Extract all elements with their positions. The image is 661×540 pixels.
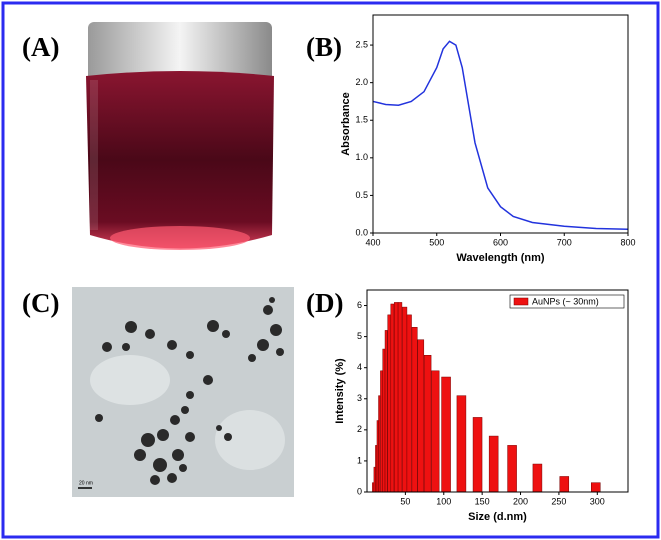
bar: [384, 330, 388, 493]
x-tick-label: 700: [557, 237, 572, 247]
line: [372, 40, 629, 230]
bar: [380, 370, 383, 493]
bar: [394, 302, 399, 493]
x-tick-label: 150: [475, 496, 490, 506]
bar: [406, 314, 412, 493]
panel-label: (D): [306, 288, 343, 318]
y-axis-title: Absorbance: [340, 92, 352, 156]
legend-swatch: [513, 297, 529, 306]
y-tick-label: 2: [357, 424, 362, 434]
x-tick-label: 100: [436, 496, 451, 506]
panel-label: (A): [22, 32, 59, 62]
legend-label: AuNPs (~ 30nm): [532, 296, 599, 306]
y-tick-label: 1: [357, 455, 362, 465]
bar: [402, 306, 408, 493]
y-tick-label: 6: [357, 300, 362, 310]
bar: [591, 482, 601, 493]
y-tick-label: 4: [357, 362, 362, 372]
legend-box: [509, 294, 625, 309]
bar: [390, 303, 395, 493]
bar: [417, 339, 425, 493]
x-tick-label: 600: [493, 237, 508, 247]
tem-image: 20 nm: [72, 287, 294, 497]
bar: [378, 395, 381, 493]
bar: [488, 435, 499, 493]
plot-frame: [366, 289, 629, 493]
x-tick-label: 200: [513, 496, 528, 506]
bar: [532, 463, 543, 493]
bar: [472, 417, 483, 493]
y-tick-label: 2.5: [355, 39, 368, 49]
bar: [431, 370, 440, 493]
bar: [382, 348, 386, 493]
scale-bar-label: 20 nm: [79, 480, 93, 486]
bar: [456, 395, 467, 493]
y-tick-label: 3: [357, 393, 362, 403]
bar: [387, 314, 392, 493]
y-tick-label: 5: [357, 331, 362, 341]
bar: [559, 476, 570, 493]
panel-label: (C): [22, 288, 59, 318]
bar: [411, 327, 418, 493]
panel-label: (B): [306, 32, 342, 62]
y-tick-label: 0.5: [355, 190, 368, 200]
y-tick-label: 0.0: [355, 227, 368, 237]
x-tick-label: 500: [429, 237, 444, 247]
x-tick-label: 50: [400, 496, 410, 506]
x-tick-label: 800: [620, 237, 635, 247]
bar: [441, 376, 451, 493]
x-axis-title: Size (d.nm): [468, 511, 527, 523]
y-tick-label: 1.5: [355, 115, 368, 125]
x-tick-label: 250: [551, 496, 566, 506]
bar: [397, 302, 403, 493]
y-tick-label: 2.0: [355, 77, 368, 87]
bar: [507, 445, 517, 493]
x-axis-title: Wavelength (nm): [456, 252, 545, 264]
x-tick-label: 400: [365, 237, 380, 247]
bar: [423, 355, 432, 493]
photo-jar: [82, 20, 278, 263]
y-tick-label: 0: [357, 486, 362, 496]
y-tick-label: 1.0: [355, 152, 368, 162]
x-tick-label: 300: [590, 496, 605, 506]
y-axis-title: Intensity (%): [334, 358, 346, 424]
